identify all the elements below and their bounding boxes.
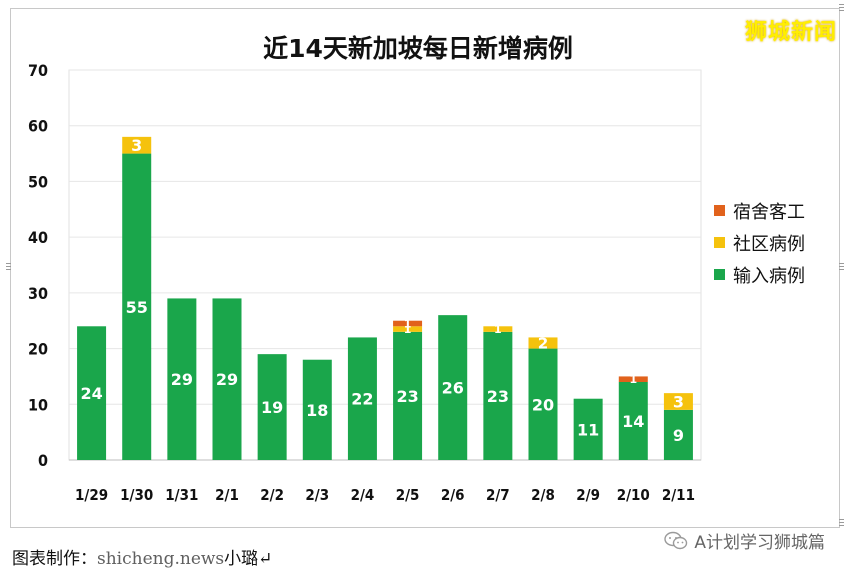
- data-label-imported: 23: [396, 387, 418, 406]
- y-tick-label: 10: [28, 395, 48, 414]
- x-tick-label: 2/2: [260, 486, 284, 504]
- wechat-icon: [664, 531, 688, 549]
- bar-community: [528, 337, 558, 349]
- x-tick-label: 2/6: [441, 486, 465, 504]
- bar-imported: [528, 348, 558, 460]
- data-label-dormitory: 1: [404, 317, 412, 330]
- x-tick-label: 1/31: [165, 486, 198, 504]
- bar-dormitory: [618, 376, 648, 382]
- bar-community: [122, 136, 152, 154]
- data-label-imported: 11: [577, 420, 599, 439]
- data-label-imported: 29: [171, 370, 193, 389]
- credit-prefix: 图表制作：: [12, 549, 97, 569]
- bar-community: [663, 393, 693, 410]
- wechat-account: A计划学习狮城篇: [664, 528, 825, 553]
- watermark-logo: 狮城新闻: [744, 20, 837, 45]
- y-tick-label: 0: [38, 451, 48, 470]
- data-label-imported: 55: [126, 298, 148, 317]
- y-tick-label: 40: [28, 228, 48, 247]
- legend-swatch-dormitory: [714, 205, 725, 216]
- x-tick-label: 2/3: [305, 486, 329, 504]
- x-tick-label: 2/1: [215, 486, 239, 504]
- data-label-imported: 24: [80, 384, 102, 403]
- y-tick-label: 50: [28, 172, 48, 191]
- data-label-dormitory: 1: [629, 373, 637, 386]
- bar-imported: [77, 326, 107, 460]
- bar-imported: [618, 382, 648, 460]
- legend-label-dormitory: 宿舍客工: [733, 202, 805, 223]
- y-tick-label: 30: [28, 284, 48, 303]
- bar-imported: [663, 409, 693, 460]
- bar-dormitory: [393, 320, 423, 327]
- bar-imported: [212, 298, 242, 460]
- data-label-imported: 22: [351, 390, 373, 409]
- data-label-imported: 23: [487, 387, 509, 406]
- bar-imported: [302, 359, 332, 460]
- plot-area: [68, 69, 702, 461]
- x-tick-label: 2/11: [662, 486, 695, 504]
- bar-imported: [573, 398, 603, 460]
- bar-community: [393, 326, 423, 332]
- data-label-community: 1: [404, 323, 412, 336]
- data-label-community: 3: [131, 136, 142, 155]
- bar-imported: [393, 331, 423, 460]
- y-tick-label: 60: [28, 117, 48, 136]
- data-label-imported: 18: [306, 401, 328, 420]
- bar-imported: [167, 298, 197, 460]
- x-tick-label: 2/9: [576, 486, 600, 504]
- resize-handle-top-right[interactable]: [839, 4, 844, 13]
- y-tick-label: 70: [28, 61, 48, 80]
- data-label-imported: 26: [442, 379, 464, 398]
- data-label-imported: 14: [622, 412, 644, 431]
- x-tick-label: 2/8: [531, 486, 555, 504]
- data-label-community: 3: [673, 392, 684, 411]
- wechat-account-name: A计划学习狮城篇: [694, 533, 825, 553]
- x-tick-label: 1/30: [120, 486, 153, 504]
- data-label-imported: 19: [261, 398, 283, 417]
- data-label-community: 2: [538, 334, 549, 352]
- resize-handle-left[interactable]: [6, 263, 11, 272]
- data-label-community: 1: [494, 323, 502, 336]
- y-tick-label: 20: [28, 340, 48, 359]
- bar-imported: [347, 337, 377, 460]
- x-tick-label: 1/29: [75, 486, 108, 504]
- data-label-imported: 9: [673, 426, 684, 445]
- data-label-imported: 29: [216, 370, 238, 389]
- x-tick-label: 2/4: [351, 486, 375, 504]
- legend-swatch-community: [714, 237, 725, 248]
- bar-imported: [483, 331, 513, 460]
- resize-handle-right[interactable]: [839, 263, 844, 272]
- x-tick-label: 2/10: [617, 486, 650, 504]
- bar-imported: [438, 315, 468, 460]
- bar-community: [483, 326, 513, 332]
- legend-swatch-imported: [714, 269, 725, 280]
- credit-suffix: 小璐↵: [224, 549, 273, 569]
- legend-label-imported: 输入病例: [733, 266, 805, 287]
- bar-imported: [257, 354, 287, 460]
- x-tick-label: 2/7: [486, 486, 510, 504]
- legend-label-community: 社区病例: [733, 234, 805, 255]
- bar-imported: [122, 153, 152, 461]
- chart-credit: 图表制作：shicheng.news小璐↵: [12, 544, 272, 569]
- x-tick-label: 2/5: [396, 486, 420, 504]
- chart-title: 近14天新加坡每日新增病例: [263, 34, 573, 63]
- resize-handle-bottom-right[interactable]: [839, 519, 844, 528]
- credit-site: shicheng.news: [97, 549, 225, 569]
- data-label-imported: 20: [532, 395, 554, 414]
